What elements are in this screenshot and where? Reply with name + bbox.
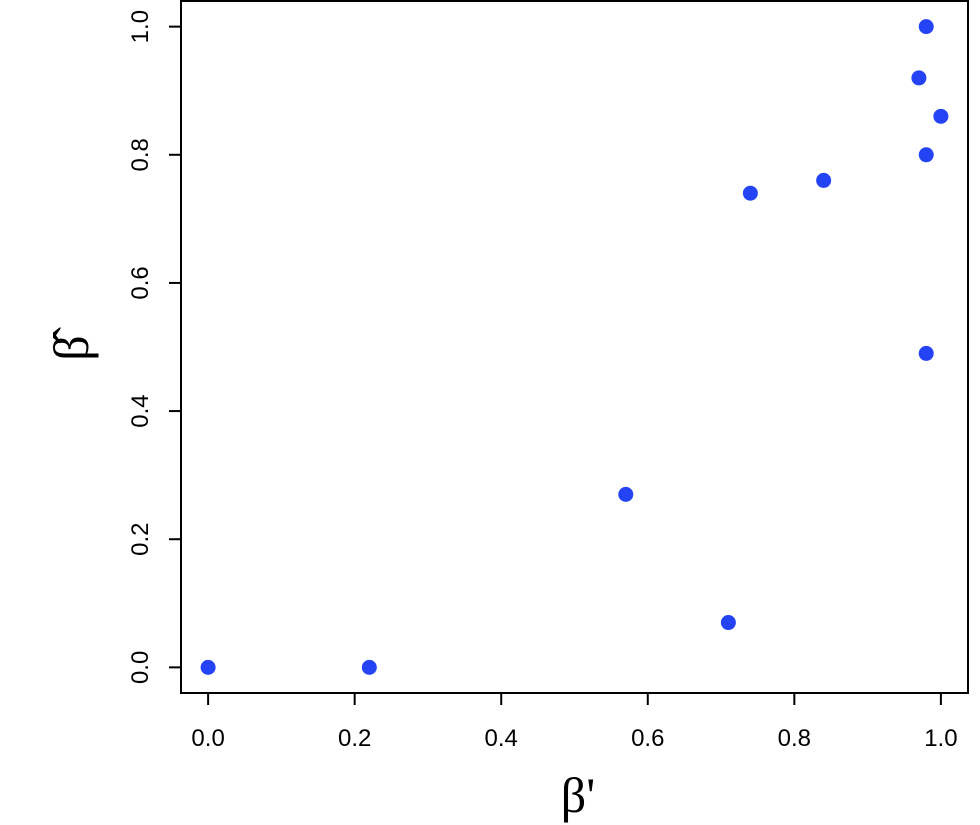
data-point — [911, 70, 927, 86]
x-axis: 0.0 0.2 0.4 0.6 0.8 1.0 — [191, 692, 958, 752]
data-point — [816, 172, 832, 188]
x-tick-label: 0.4 — [485, 725, 518, 752]
y-tick-label: 0.0 — [127, 651, 154, 684]
data-point — [918, 147, 934, 163]
x-tick-label: 1.0 — [924, 725, 957, 752]
y-tick-label: 0.4 — [127, 394, 154, 427]
x-tick-label: 0.6 — [631, 725, 664, 752]
data-point — [720, 615, 736, 631]
x-tick-label: 0.0 — [191, 725, 224, 752]
data-point — [361, 659, 377, 675]
data-point — [933, 108, 949, 124]
data-point — [918, 345, 934, 361]
y-axis-label: β̂ — [43, 327, 99, 360]
plot-frame — [180, 0, 969, 694]
x-tick-label: 0.2 — [338, 725, 371, 752]
data-point — [618, 486, 634, 502]
data-points — [200, 19, 949, 675]
y-tick-label: 1.0 — [127, 10, 154, 43]
y-tick-label: 0.6 — [127, 266, 154, 299]
y-axis: 0.0 0.2 0.4 0.6 0.8 1.0 — [127, 10, 182, 684]
data-point — [200, 659, 216, 675]
data-point — [742, 185, 758, 201]
y-tick-label: 0.8 — [127, 138, 154, 171]
x-axis-label: β' — [561, 767, 595, 823]
x-tick-label: 0.8 — [778, 725, 811, 752]
data-point — [918, 19, 934, 35]
y-tick-label: 0.2 — [127, 523, 154, 556]
